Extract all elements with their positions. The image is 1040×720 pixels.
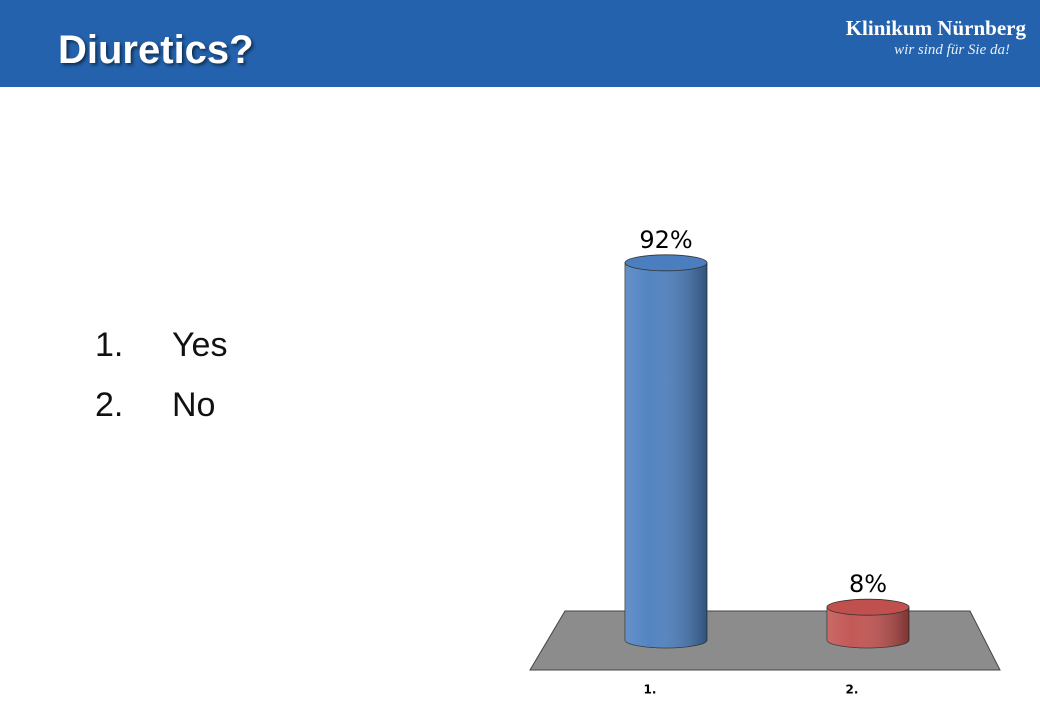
answer-number: 1. [95,326,124,364]
cylinder-top [624,254,708,272]
cylinder-shade [827,607,909,648]
value-label: 8% [849,570,887,598]
answer-number: 2. [95,386,124,424]
answer: 1. Yes [95,326,227,386]
cylinder-top [826,598,910,616]
answer-text: Yes [172,326,228,364]
x-tick-label: 2. [846,683,859,697]
answer: 2. No [95,386,227,446]
value-label: 92% [639,226,692,254]
header-bar: Diuretics? Klinikum Nürnberg wir sind fü… [0,0,1040,87]
chart-floor [529,610,1001,671]
cylinder-shade [625,262,707,648]
slide-title: Diuretics? [58,28,254,72]
answer-text: No [172,386,216,424]
tagline: wir sind für Sie da! [894,42,1010,58]
x-tick-label: 1. [644,683,657,697]
answer-list: 1. Yes 2. No [95,326,227,446]
logo: Klinikum Nürnberg [845,16,1026,40]
